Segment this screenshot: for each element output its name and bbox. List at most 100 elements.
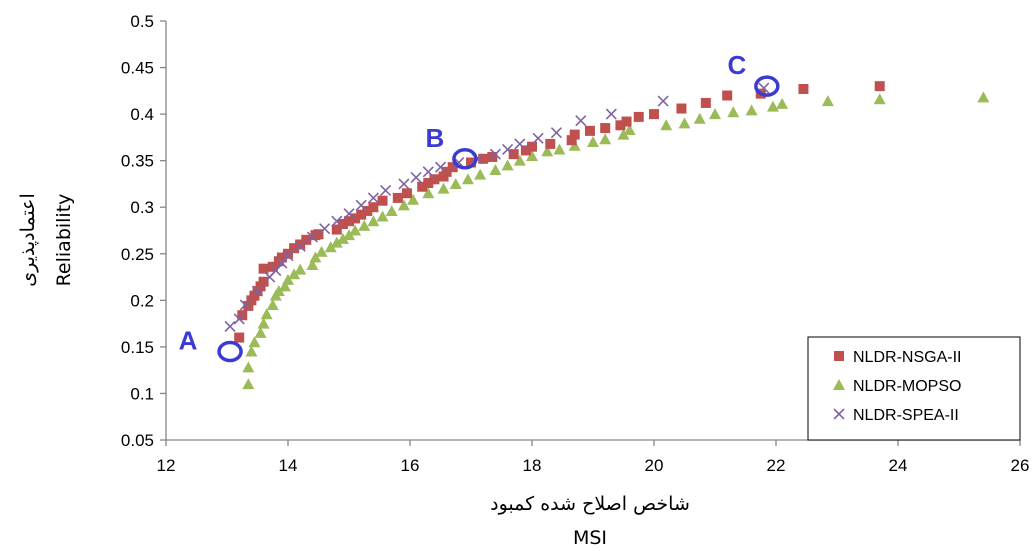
series-nldr-mopso (242, 91, 990, 390)
y-axis-label-persian: اعتمادپذیری (17, 193, 39, 287)
point-nldr-nsga-ii (520, 145, 531, 156)
point-nldr-mopso (449, 177, 462, 189)
point-nldr-spea-ii (605, 108, 617, 120)
point-nldr-mopso (272, 285, 285, 297)
point-nldr-mopso (766, 100, 779, 112)
point-nldr-mopso (254, 326, 267, 338)
point-nldr-mopso (367, 215, 380, 227)
point-nldr-mopso (587, 136, 599, 148)
point-nldr-mopso (278, 280, 291, 292)
point-nldr-nsga-ii (447, 162, 458, 173)
y-tick-label: 0.35 (121, 152, 154, 171)
point-nldr-mopso (541, 145, 554, 157)
y-tick-label: 0.25 (121, 245, 154, 264)
point-nldr-nsga-ii (401, 188, 412, 199)
point-nldr-mopso (977, 91, 990, 103)
legend: NLDR-NSGA-II NLDR-MOPSO NLDR-SPEA-II (807, 336, 1021, 441)
y-tick-label: 0.5 (130, 12, 154, 31)
point-nldr-mopso (623, 123, 636, 135)
annotation-circle-b (452, 148, 478, 170)
point-nldr-spea-ii (657, 95, 669, 107)
point-nldr-spea-ii (343, 208, 355, 220)
point-nldr-mopso (309, 251, 322, 263)
point-nldr-nsga-ii (289, 243, 300, 254)
point-nldr-mopso (568, 139, 581, 151)
point-nldr-nsga-ii (350, 213, 361, 224)
point-nldr-spea-ii (355, 199, 367, 211)
point-nldr-spea-ii (380, 184, 392, 197)
point-nldr-mopso (376, 210, 389, 222)
series-nldr-spea-ii (224, 82, 770, 332)
point-nldr-mopso (245, 345, 258, 357)
point-nldr-nsga-ii (700, 97, 711, 108)
point-nldr-spea-ii (282, 250, 294, 262)
point-nldr-mopso (397, 199, 410, 211)
point-nldr-mopso (617, 128, 630, 140)
point-nldr-mopso (776, 97, 789, 109)
legend-marker-nldr-mopso (833, 379, 845, 390)
annotation-label-b: B (426, 123, 445, 153)
point-nldr-mopso (526, 150, 538, 162)
legend-label-nldr-nsga-ii: NLDR-NSGA-II (853, 349, 961, 366)
point-nldr-nsga-ii (377, 195, 388, 206)
x-axis-label-persian: شاخص اصلاح شده کمبود (490, 493, 690, 515)
legend-marker-nldr-nsga-ii (834, 351, 844, 361)
point-nldr-nsga-ii (301, 234, 312, 245)
annotations: A B C (179, 50, 780, 363)
point-nldr-nsga-ii (337, 218, 348, 229)
point-nldr-mopso (385, 204, 398, 216)
point-nldr-nsga-ii (243, 300, 254, 311)
point-nldr-mopso (821, 95, 834, 107)
point-nldr-mopso (288, 268, 301, 280)
point-nldr-mopso (678, 117, 691, 129)
point-nldr-nsga-ii (313, 229, 324, 240)
point-nldr-spea-ii (270, 264, 282, 277)
point-nldr-spea-ii (319, 223, 331, 235)
x-tick-label: 20 (645, 456, 664, 475)
point-nldr-mopso (489, 163, 502, 175)
tick-labels: 0.05 0.1 0.15 0.2 0.25 0.3 0.35 0.4 0.45 0.5 12 14 1… (121, 12, 1030, 475)
annotation-label-c: C (727, 50, 746, 80)
point-nldr-nsga-ii (676, 103, 687, 114)
point-nldr-nsga-ii (649, 109, 659, 120)
point-nldr-nsga-ii (478, 153, 489, 164)
y-tick-label: 0.2 (130, 291, 154, 310)
point-nldr-spea-ii (331, 215, 343, 227)
x-axis-label: MSI (573, 527, 607, 549)
point-nldr-mopso (242, 378, 255, 390)
point-nldr-mopso (324, 241, 337, 253)
point-nldr-mopso (422, 187, 435, 199)
point-nldr-mopso (260, 308, 273, 320)
point-nldr-mopso (248, 336, 261, 348)
x-tick-label: 26 (1011, 456, 1030, 475)
point-nldr-nsga-ii (527, 141, 537, 152)
point-nldr-spea-ii (514, 138, 526, 150)
point-nldr-spea-ii (367, 192, 379, 204)
y-tick-label: 0.4 (130, 105, 154, 124)
legend-label-nldr-spea-ii: NLDR-SPEA-II (853, 407, 959, 424)
point-nldr-spea-ii (276, 257, 288, 269)
point-nldr-spea-ii (758, 82, 770, 94)
point-nldr-nsga-ii (368, 202, 379, 213)
point-nldr-nsga-ii (508, 149, 519, 160)
data-marks (224, 81, 990, 390)
y-tick-label: 0.3 (130, 198, 154, 217)
point-nldr-mopso (407, 193, 420, 205)
point-nldr-nsga-ii (234, 332, 245, 343)
point-nldr-mopso (257, 317, 270, 329)
point-nldr-nsga-ii (344, 216, 354, 227)
point-nldr-spea-ii (550, 127, 562, 139)
y-tick-label: 0.15 (121, 338, 154, 357)
y-axis-label: Reliability (53, 194, 75, 287)
point-nldr-nsga-ii (392, 192, 403, 203)
point-nldr-nsga-ii (798, 83, 809, 94)
point-nldr-nsga-ii (362, 205, 373, 216)
x-tick-label: 22 (767, 456, 786, 475)
point-nldr-nsga-ii (621, 116, 632, 127)
point-nldr-mopso (873, 93, 886, 105)
point-nldr-nsga-ii (258, 276, 269, 287)
point-nldr-spea-ii (575, 115, 587, 127)
point-nldr-mopso (242, 361, 255, 373)
y-tick-label: 0.1 (130, 384, 154, 403)
